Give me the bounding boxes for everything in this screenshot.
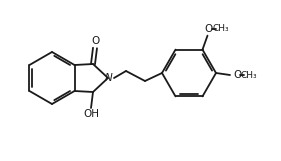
Text: O: O	[233, 70, 241, 80]
Text: CH₃: CH₃	[241, 71, 257, 80]
Text: N: N	[105, 73, 113, 83]
Text: CH₃: CH₃	[212, 24, 229, 33]
Text: O: O	[204, 24, 213, 34]
Text: O: O	[91, 36, 99, 46]
Text: OH: OH	[83, 109, 99, 119]
